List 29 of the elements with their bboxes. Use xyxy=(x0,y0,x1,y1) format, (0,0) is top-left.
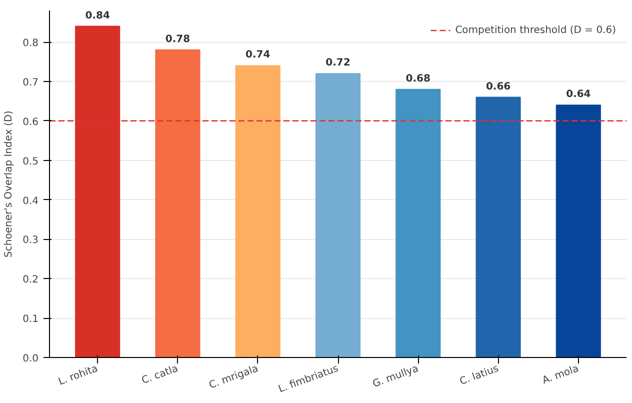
data-label: 0.78 xyxy=(165,34,190,45)
data-label: 0.84 xyxy=(85,10,110,22)
y-tick-label: 0.0 xyxy=(22,354,39,364)
y-tick-label: 0.4 xyxy=(22,196,39,207)
legend-label: Competition threshold (D = 0.6) xyxy=(455,24,616,36)
bar xyxy=(396,88,441,358)
data-label: 0.74 xyxy=(246,50,270,61)
data-label: 0.72 xyxy=(326,58,350,69)
bar xyxy=(315,73,361,358)
bar xyxy=(155,49,200,358)
data-label: 0.64 xyxy=(566,89,591,100)
y-tick-label: 0.5 xyxy=(22,156,39,168)
data-label: 0.68 xyxy=(406,73,431,84)
data-label: 0.66 xyxy=(486,81,511,92)
x-tick-label: C. catla xyxy=(140,363,180,387)
x-tick-label: G. mullya xyxy=(371,363,420,390)
x-tick-label: L. rohita xyxy=(57,363,100,388)
bar xyxy=(476,96,521,358)
y-axis-title: Schoener's Overlap Index (D) xyxy=(4,110,15,258)
y-tick-label: 0.3 xyxy=(22,235,39,246)
x-tick-label: C. latius xyxy=(458,363,500,388)
bar xyxy=(235,65,280,358)
y-tick-label: 0.7 xyxy=(22,77,39,88)
x-tick-label: A. mola xyxy=(541,363,580,387)
y-tick-label: 0.8 xyxy=(22,38,39,50)
y-tick-label: 0.2 xyxy=(22,274,39,286)
y-tick-label: 0.6 xyxy=(22,116,39,128)
bar xyxy=(556,104,601,358)
y-tick-label: 0.1 xyxy=(22,314,39,326)
